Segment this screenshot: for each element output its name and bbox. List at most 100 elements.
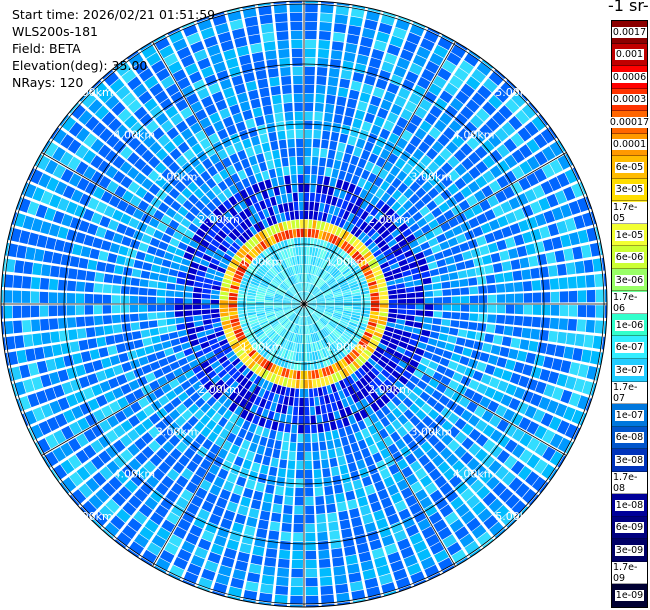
range-gate-cell: [113, 140, 127, 154]
range-gate-cell: [356, 343, 365, 352]
range-gate-cell: [305, 334, 308, 344]
range-gate-cell: [530, 366, 542, 379]
range-gate-cell: [313, 211, 319, 220]
range-gate-cell: [350, 470, 360, 481]
range-gate-cell: [168, 269, 179, 277]
range-gate-cell: [2, 258, 7, 272]
range-gate-cell: [300, 237, 304, 247]
range-gate-cell: [447, 335, 457, 344]
range-gate-cell: [313, 469, 322, 479]
range-gate-cell: [476, 235, 487, 247]
range-gate-cell: [387, 551, 401, 564]
range-gate-cell: [233, 395, 243, 405]
range-gate-cell: [305, 21, 318, 31]
range-gate-cell: [248, 442, 258, 453]
range-gate-cell: [210, 342, 221, 351]
range-gate-cell: [294, 295, 301, 302]
range-gate-cell: [334, 310, 343, 314]
range-gate-cell: [58, 317, 68, 329]
range-gate-cell: [183, 252, 194, 261]
range-gate-cell: [262, 105, 273, 116]
range-gate-cell: [177, 329, 187, 337]
range-gate-cell: [397, 426, 408, 438]
range-gate-cell: [71, 405, 84, 419]
range-gate-cell: [207, 370, 217, 380]
range-gate-cell: [129, 295, 139, 304]
range-gate-cell: [319, 202, 325, 212]
range-gate-cell: [49, 278, 59, 291]
range-gate-cell: [433, 290, 443, 297]
range-gate-cell: [209, 443, 221, 455]
range-gate-cell: [212, 253, 223, 261]
range-gate-cell: [337, 601, 351, 606]
range-gate-cell: [109, 400, 121, 413]
range-gate-cell: [330, 50, 343, 60]
range-gate-cell: [200, 341, 210, 349]
range-gate-cell: [433, 402, 445, 413]
range-gate-cell: [87, 259, 98, 271]
range-gate-cell: [351, 335, 360, 343]
range-gate-cell: [300, 307, 304, 317]
range-gate-cell: [108, 195, 121, 208]
range-gate-cell: [68, 329, 78, 341]
range-gate-cell: [266, 371, 273, 381]
range-gate-cell: [560, 389, 573, 404]
range-gate-cell: [240, 496, 251, 507]
range-gate-cell: [249, 373, 258, 383]
range-gate-cell: [257, 473, 267, 484]
range-gate-cell: [264, 151, 273, 161]
range-gate-cell: [489, 444, 503, 458]
range-gate-cell: [283, 297, 292, 301]
range-gate-cell: [317, 320, 325, 328]
range-gate-cell: [142, 337, 153, 347]
range-gate-cell: [362, 334, 371, 342]
range-gate-cell: [357, 439, 367, 450]
range-gate-cell: [158, 274, 168, 282]
range-gate-cell: [196, 331, 206, 338]
range-gate-cell: [281, 318, 289, 326]
range-gate-cell: [194, 200, 206, 211]
range-gate-cell: [148, 426, 161, 439]
range-gate-cell: [213, 476, 225, 488]
range-gate-cell: [183, 397, 194, 409]
range-gate-cell: [21, 182, 29, 195]
range-gate-cell: [374, 420, 384, 432]
range-gate-cell: [256, 356, 265, 365]
range-gate-cell: [461, 423, 474, 436]
range-gate-cell: [390, 355, 401, 365]
range-gate-cell: [333, 391, 341, 402]
range-gate-cell: [57, 397, 70, 411]
range-gate-cell: [335, 492, 346, 503]
range-gate-cell: [120, 285, 130, 295]
range-gate-cell: [370, 307, 380, 312]
range-gate-cell: [304, 210, 309, 220]
range-gate-cell: [195, 326, 205, 333]
range-gate-cell: [92, 122, 106, 137]
range-gate-cell: [185, 211, 196, 222]
range-gate-cell: [306, 325, 309, 335]
range-gate-cell: [186, 327, 196, 335]
range-gate-cell: [282, 306, 292, 309]
range-gate-cell: [32, 333, 43, 346]
range-gate-cell: [397, 538, 411, 551]
range-gate-cell: [219, 304, 229, 309]
range-gate-cell: [44, 387, 57, 401]
range-gate-cell: [301, 344, 304, 353]
range-gate-cell: [175, 248, 185, 257]
range-gate-cell: [255, 308, 265, 312]
range-gate-cell: [333, 342, 340, 351]
range-gate-cell: [400, 546, 415, 559]
colorbar-cell: 1e-07: [612, 404, 647, 427]
range-gate-cell: [509, 372, 521, 385]
range-gate-cell: [270, 282, 278, 289]
range-gate-cell: [312, 451, 320, 461]
range-gate-cell: [201, 391, 212, 402]
range-gate-cell: [353, 450, 363, 461]
range-gate-cell: [211, 285, 221, 291]
range-gate-cell: [378, 428, 389, 439]
range-gate-cell: [85, 271, 96, 282]
range-gate-cell: [324, 326, 332, 334]
range-gate-cell: [458, 396, 471, 408]
range-gate-cell: [305, 39, 317, 49]
range-gate-cell: [259, 347, 268, 356]
